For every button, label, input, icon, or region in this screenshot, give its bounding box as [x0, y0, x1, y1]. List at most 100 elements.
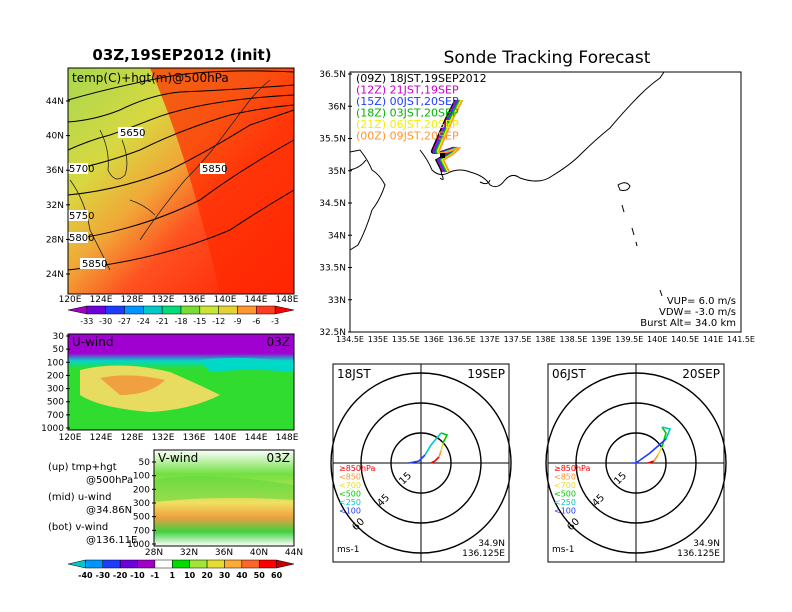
v-pressure-tick: 700 [133, 526, 150, 536]
v-lat-tick: 28N [145, 548, 163, 558]
map-lat-tick: 28N [46, 235, 64, 245]
colorbar-tick: -3 [271, 317, 279, 326]
v-pressure-tick: 300 [133, 499, 150, 509]
hodo-legend-entry: <250 [339, 498, 361, 507]
colorbar-tick: -18 [174, 317, 187, 326]
sonde-lon-tick: 138.5E [559, 335, 587, 344]
colorbar-tick: -30 [96, 571, 111, 580]
hodo-time: 18JST [337, 367, 371, 381]
colorbar-swatch [237, 305, 257, 315]
launch-site [440, 153, 445, 158]
hodo-trace [657, 446, 663, 456]
u-pressure-tick: 30 [53, 332, 65, 342]
sonde-lon-tick: 138E [535, 335, 555, 344]
launch-entry: (18Z) 03JST,20SEP [356, 107, 459, 120]
sonde-map: (09Z) 18JST,19SEP2012(12Z) 21JST,19SEP(1… [319, 70, 755, 344]
sonde-lat-tick: 35.5N [319, 135, 346, 145]
left-title: 03Z,19SEP2012 (init) [92, 46, 271, 64]
v-wind-pressure-ticks: 50 100 200 300 500 700 1000 [127, 458, 156, 550]
colorbar-swatch [137, 559, 156, 569]
u-pressure-tick: 50 [53, 345, 65, 355]
hodo-legend-entry: <700 [554, 481, 576, 490]
u-lon-tick: 140E [214, 433, 237, 443]
v-lat-tick: 44N [285, 548, 303, 558]
sonde-lon-tick: 135.5E [392, 335, 420, 344]
hodo-trace [424, 432, 442, 456]
sonde-lat-tick: 34.5N [319, 199, 346, 209]
colorbar-tick: -21 [156, 317, 169, 326]
colorbar-tick: -24 [137, 317, 150, 326]
sonde-lon-tick: 136.5E [448, 335, 476, 344]
colorbar-swatch [67, 559, 86, 569]
map-lon-tick: 128E [121, 295, 144, 305]
colorbar-swatch [154, 559, 173, 569]
u-pressure-tick: 200 [47, 371, 64, 381]
vup-value: VUP= 6.0 m/s [667, 296, 736, 307]
colorbar-swatch [180, 305, 201, 315]
v-lat-tick: 32N [180, 548, 198, 558]
note-bot-lon: @136.11E [86, 535, 137, 546]
height-contours [67, 70, 295, 271]
sonde-lon-tick: 140.5E [671, 335, 699, 344]
v-pressure-tick: 1000 [127, 540, 150, 550]
hodo-date: 20SEP [682, 367, 720, 381]
colorbar-tick: -40 [78, 571, 93, 580]
temp-colorbar: -33 -30 -27 -24 -21 -18 -15 -12 -9 -6 -3 [67, 305, 295, 326]
u-lon-tick: 132E [152, 433, 175, 443]
sonde-lat-tick: 36N [328, 102, 346, 112]
hodo-lat: 34.9N [693, 539, 720, 549]
u-pressure-tick: 500 [47, 398, 64, 408]
colorbar-tick: -12 [212, 317, 225, 326]
colorbar-swatch [85, 559, 104, 569]
u-wind-lon-ticks: 120E 124E 128E 132E 136E 140E 144E 148E [59, 433, 299, 443]
colorbar-tick: -20 [113, 571, 128, 580]
hodo-legend-entry: <700 [339, 481, 361, 490]
hodo-trace [632, 438, 667, 464]
colorbar-tick: -1 [150, 571, 159, 580]
v-wind-panel: V-wind 03Z 50 100 200 300 500 700 1000 28N 32N 3… [127, 449, 303, 558]
map-lon-tick: 144E [245, 295, 268, 305]
hodo-legend-entry: <850 [339, 473, 361, 482]
u-wind-cyan [200, 357, 294, 372]
colorbar-tick: 50 [254, 571, 266, 580]
sonde-lon-tick: 141E [703, 335, 723, 344]
v-pressure-tick: 200 [133, 485, 150, 495]
burst-alt-value: Burst Alt= 34.0 km [640, 318, 736, 329]
jet-max [100, 375, 165, 395]
colorbar-tick: -9 [234, 317, 242, 326]
note-up-level: @500hPa [86, 475, 133, 486]
hodo-trace [440, 442, 444, 452]
v-lat-tick: 36N [215, 548, 233, 558]
u-lon-tick: 136E [183, 433, 206, 443]
hodo-lon: 136.125E [462, 549, 505, 559]
v-wind-label: V-wind [158, 451, 198, 465]
colorbar-swatch [199, 305, 219, 315]
map-lon-tick: 136E [183, 295, 206, 305]
sonde-lat-tick: 34N [328, 231, 346, 241]
map-lat-tick: 32N [46, 201, 64, 211]
sonde-lon-tick: 137.5E [504, 335, 532, 344]
hodo-trace [661, 426, 672, 440]
colorbar-swatch [276, 559, 295, 569]
colorbar-swatch [274, 305, 295, 315]
hodo-trace [438, 450, 442, 458]
hodo-time: 06JST [552, 367, 586, 381]
colorbar-swatch [124, 305, 144, 315]
u-pressure-tick: 1000 [41, 424, 64, 434]
sonde-lon-tick: 136E [424, 335, 444, 344]
colorbar-tick: -10 [130, 571, 145, 580]
u-wind-pressure-ticks: 30 50 100 200 300 500 700 1000 [41, 332, 70, 434]
note-up: (up) tmp+hgt [48, 462, 117, 473]
colorbar-swatch [105, 305, 125, 315]
u-wind-label: U-wind [72, 335, 113, 349]
v-pressure-tick: 50 [139, 458, 151, 468]
vdw-value: VDW= -3.0 m/s [659, 307, 736, 318]
map-lon-tick: 132E [152, 295, 175, 305]
map-lat-tick: 40N [46, 132, 64, 142]
hodo-lat: 34.9N [478, 539, 505, 549]
sonde-lon-tick: 134.5E [336, 335, 364, 344]
map-lat-ticks: 44N 40N 36N 32N 28N 24N [46, 97, 70, 280]
right-title: Sonde Tracking Forecast [444, 48, 651, 68]
